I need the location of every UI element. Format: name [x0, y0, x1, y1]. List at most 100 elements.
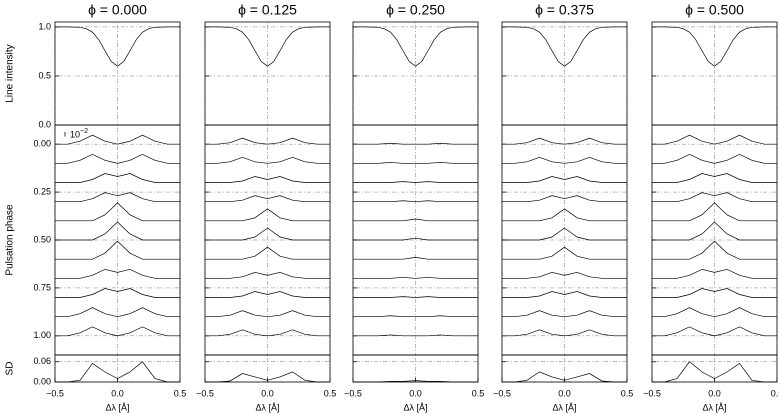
x-tick-label: 0.5 [771, 388, 779, 398]
x-tick-label: −0.5 [643, 388, 661, 398]
y-tick-label: 0.5 [38, 70, 51, 80]
residual-line [502, 137, 627, 145]
profile-curve [55, 26, 180, 67]
residual-line [502, 195, 627, 203]
y-tick-label: 0.50 [33, 234, 51, 244]
residual-line [205, 310, 330, 318]
profile-curve [502, 26, 627, 67]
x-tick-label: 0.0 [409, 388, 422, 398]
residual-line [652, 221, 777, 241]
y-tick-label: 0.00 [33, 376, 51, 386]
residual-line [205, 227, 330, 241]
scale-exponent: −2 [80, 128, 88, 135]
residual-line [55, 153, 180, 164]
x-tick-label: 0.5 [472, 388, 485, 398]
panel-title: ϕ = 0.125 [238, 2, 297, 18]
residual-line [205, 195, 330, 203]
panel-title: ϕ = 0.500 [685, 2, 744, 18]
residual-line [652, 307, 777, 318]
residual-line [55, 240, 180, 260]
residual-line [205, 176, 330, 183]
residual-line [353, 218, 478, 222]
residual-line [353, 315, 478, 318]
x-tick-label: 0.5 [621, 388, 634, 398]
x-tick-label: 0.0 [111, 388, 124, 398]
residual-line [55, 202, 180, 222]
profile-curve [353, 26, 478, 67]
residual-line [502, 246, 627, 260]
residual-line [205, 137, 330, 145]
residual-line [353, 200, 478, 203]
residual-line [55, 192, 180, 203]
x-tick-label: −0.5 [196, 388, 214, 398]
residual-line [502, 208, 627, 222]
x-axis-label: Δλ [Å] [403, 402, 427, 412]
y-tick-label: 0.06 [33, 356, 51, 366]
x-tick-label: −0.5 [46, 388, 64, 398]
y-tick-label: 1.00 [33, 330, 51, 340]
residual-line [502, 156, 627, 164]
residual-line [652, 192, 777, 203]
residual-line [652, 173, 777, 183]
x-axis-label: Δλ [Å] [105, 402, 129, 412]
x-tick-label: 0.0 [558, 388, 571, 398]
residual-line [353, 181, 478, 183]
panel-title: ϕ = 0.000 [88, 2, 147, 18]
residual-line [205, 271, 330, 279]
panel-title: ϕ = 0.375 [535, 2, 594, 18]
residual-line [652, 268, 777, 279]
y-tick-label: 0.00 [33, 139, 51, 149]
profile-curve [205, 26, 330, 67]
x-tick-label: 0.5 [174, 388, 187, 398]
residual-line [353, 162, 478, 164]
residual-line [205, 208, 330, 222]
y-tick-label: 0.75 [33, 282, 51, 292]
residual-line [353, 142, 478, 145]
y-axis-label: Line intensity [5, 44, 16, 102]
residual-line [502, 271, 627, 279]
residual-line [353, 334, 478, 337]
x-axis-label: Δλ [Å] [255, 402, 279, 412]
residual-line [353, 237, 478, 241]
residual-line [502, 176, 627, 183]
residual-line [55, 134, 180, 145]
residual-line [502, 291, 627, 298]
x-tick-label: 0.0 [708, 388, 721, 398]
x-tick-label: 0.5 [324, 388, 337, 398]
residual-line [55, 288, 180, 298]
residual-line [55, 268, 180, 279]
x-tick-label: −0.5 [344, 388, 362, 398]
x-axis-label: Δλ [Å] [702, 402, 726, 412]
residual-line [652, 202, 777, 222]
profile-curve [652, 26, 777, 67]
y-tick-label: 0.0 [38, 119, 51, 129]
residual-line [652, 134, 777, 145]
residual-line [652, 240, 777, 260]
residual-line [55, 307, 180, 318]
panel-title: ϕ = 0.250 [386, 2, 445, 18]
residual-line [502, 310, 627, 318]
y-tick-label: 1.0 [38, 21, 51, 31]
residual-line [205, 291, 330, 298]
residual-line [652, 326, 777, 337]
residual-line [652, 153, 777, 164]
residual-line [205, 329, 330, 337]
residual-line [353, 277, 478, 279]
residual-line [55, 221, 180, 241]
residual-line [652, 288, 777, 298]
x-axis-label: Δλ [Å] [552, 402, 576, 412]
residual-line [55, 326, 180, 337]
residual-line [205, 156, 330, 164]
residual-line [353, 296, 478, 298]
residual-line [353, 257, 478, 260]
residual-line [205, 246, 330, 260]
x-tick-label: 0.0 [261, 388, 274, 398]
residual-line [55, 173, 180, 183]
x-tick-label: −0.5 [493, 388, 511, 398]
residual-line [502, 227, 627, 241]
residual-line [502, 329, 627, 337]
y-axis-label: Pulsation phase [5, 204, 16, 276]
y-tick-label: 0.25 [33, 186, 51, 196]
y-axis-label: SD [5, 362, 16, 376]
